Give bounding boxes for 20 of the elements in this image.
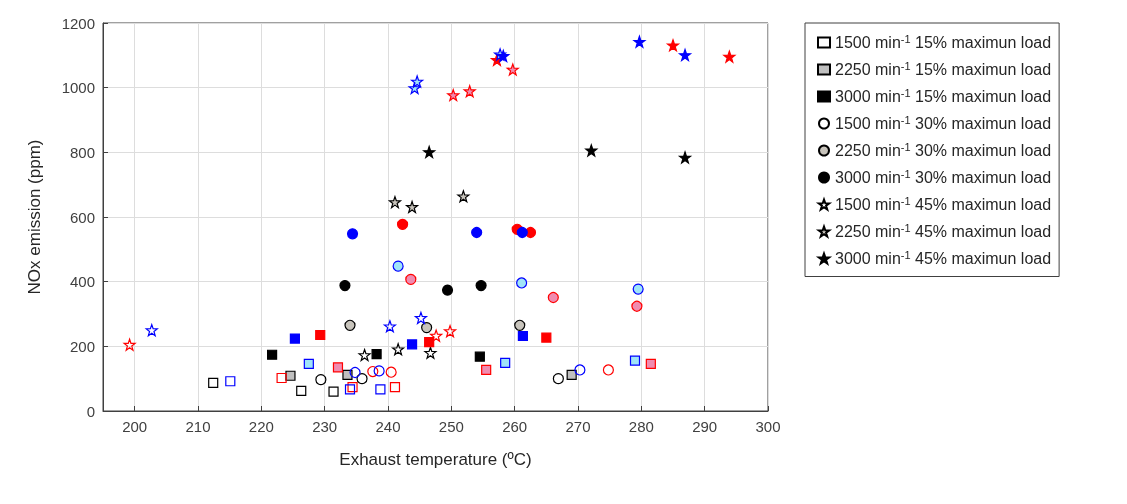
y-axis-title: NOx emission (ppm) bbox=[25, 139, 44, 295]
y-tick-label: 400 bbox=[69, 273, 95, 291]
y-tick-label: 1000 bbox=[61, 79, 95, 97]
x-tick-label: 200 bbox=[122, 418, 148, 435]
y-tick-label: 800 bbox=[69, 143, 95, 161]
x-tick-label: 290 bbox=[692, 418, 718, 435]
x-tick-label: 240 bbox=[375, 418, 401, 435]
y-tick-label: 0 bbox=[86, 402, 95, 420]
x-tick-label: 250 bbox=[438, 418, 464, 435]
y-tick-label: 1200 bbox=[61, 14, 95, 32]
x-tick-label: 280 bbox=[628, 418, 654, 435]
x-tick-label: 210 bbox=[185, 418, 211, 435]
y-tick-label: 200 bbox=[69, 337, 95, 355]
y-tick-label: 600 bbox=[69, 208, 95, 226]
x-tick-label: 270 bbox=[565, 418, 591, 435]
x-tick-label: 230 bbox=[312, 418, 338, 435]
x-axis-title: Exhaust temperature (ºC) bbox=[339, 450, 532, 469]
x-tick-label: 220 bbox=[248, 418, 274, 435]
x-tick-label: 300 bbox=[755, 418, 781, 435]
x-tick-label: 260 bbox=[502, 418, 528, 435]
